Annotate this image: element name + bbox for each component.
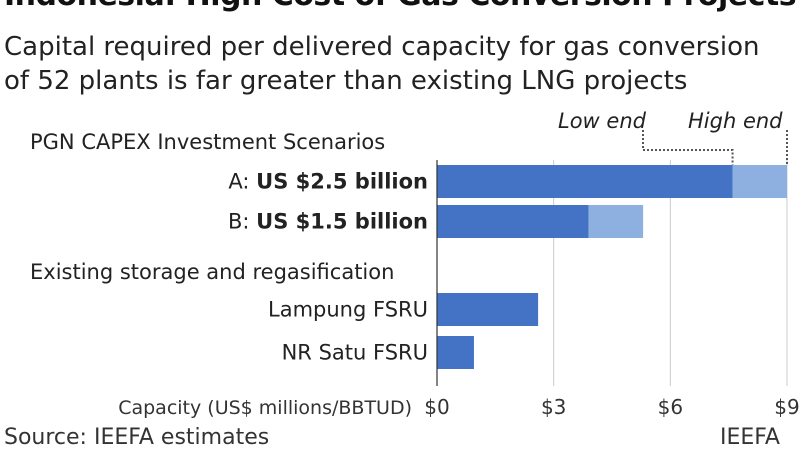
x-tick-label: $3: [541, 395, 566, 419]
x-tick-label: $0: [424, 395, 449, 419]
bar-low-end: [437, 336, 474, 369]
section-label-existing: Existing storage and regasification: [30, 260, 394, 284]
category-label: Lampung FSRU: [268, 298, 428, 322]
subtitle-line-2: of 52 plants is far greater than existin…: [4, 66, 688, 96]
high-end-marker-label: High end: [688, 109, 783, 133]
bar-low-end: [437, 165, 733, 198]
x-tick-label: $9: [774, 395, 799, 419]
bar-high-end: [588, 205, 644, 238]
low-end-marker-label: Low end: [558, 109, 647, 133]
bar-low-end: [437, 205, 589, 238]
chart-title: Indonesia: High Cost of Gas Conversion P…: [4, 0, 797, 13]
category-label: NR Satu FSRU: [282, 341, 428, 365]
section-label-scenarios: PGN CAPEX Investment Scenarios: [30, 130, 385, 154]
category-label: B: US $1.5 billion: [228, 210, 428, 234]
chart-subtitle: Capital required per delivered capacity …: [4, 30, 760, 98]
source-note: Source: IEEFA estimates: [4, 425, 270, 450]
category-label: A: US $2.5 billion: [228, 170, 428, 194]
low-end-leader: [642, 130, 734, 165]
subtitle-line-1: Capital required per delivered capacity …: [4, 32, 760, 62]
x-tick-label: $6: [658, 395, 683, 419]
x-axis-title: Capacity (US$ millions/BBTUD): [118, 397, 412, 419]
bar-high-end: [732, 165, 787, 198]
bar-low-end: [437, 293, 539, 326]
brand-label: IEEFA: [720, 425, 780, 450]
